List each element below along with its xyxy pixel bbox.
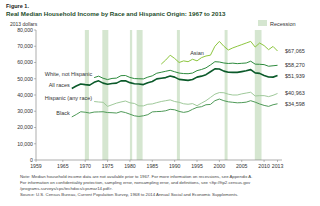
series-label: Asian: [190, 50, 204, 56]
series-label: All races: [49, 82, 70, 88]
recession-band: [130, 30, 132, 160]
x-tick-label: 1975: [102, 163, 114, 169]
legend-label: Recession: [270, 21, 296, 27]
series-label: Hispanic (any race): [45, 95, 93, 101]
y-tick-label: 60,000: [17, 59, 33, 65]
note: For information on confidentiality prote…: [20, 180, 251, 185]
recession-band: [177, 30, 180, 160]
y-tick-label: 10,000: [17, 141, 33, 147]
y-tick: [34, 127, 36, 128]
value-label: $51,939: [285, 73, 305, 79]
series-line: [72, 69, 278, 89]
y-tick-label: 70,000: [17, 43, 33, 49]
series-label: White, not Hispanic: [45, 71, 93, 77]
y-tick-label: 40,000: [17, 92, 33, 98]
y-tick: [34, 46, 36, 47]
x-tick-label: 1990: [169, 163, 181, 169]
recession-band: [137, 30, 143, 160]
chart: Figure 1.Real Median Household Income by…: [0, 0, 320, 206]
y-tick: [34, 30, 36, 31]
note: Source: U.S. Census Bureau, Current Popu…: [20, 192, 238, 197]
value-label: $40,963: [285, 90, 305, 96]
value-label: $58,270: [285, 62, 305, 68]
y-tick: [34, 111, 36, 112]
y-tick: [34, 62, 36, 63]
y-tick-label: 30,000: [17, 108, 33, 114]
legend-swatch: [258, 20, 267, 26]
value-label: $67,065: [285, 48, 305, 54]
x-tick-label: 2000: [214, 163, 226, 169]
y-tick-label: 80,000: [17, 27, 33, 33]
x-tick-label: 1959: [30, 163, 42, 169]
y-tick-label: 20,000: [17, 124, 33, 130]
series-label: Black: [56, 110, 70, 116]
x-tick-label: 2010: [258, 163, 270, 169]
title: Real Median Household Income by Race and…: [6, 10, 226, 17]
x-tick-label: 1965: [57, 163, 69, 169]
y-tick: [34, 78, 36, 79]
y-tick: [34, 160, 36, 161]
series-line: [72, 99, 278, 117]
x-tick-label: 2005: [236, 163, 248, 169]
note: Note: Median household income data are n…: [20, 174, 252, 179]
x-axis: [36, 160, 282, 161]
y-tick: [34, 95, 36, 96]
y-tick: [34, 143, 36, 144]
series-line: [94, 92, 277, 106]
x-tick-label: 1995: [191, 163, 203, 169]
recession-band: [255, 30, 262, 160]
value-label: $34,598: [285, 101, 305, 107]
figure-label: Figure 1.: [6, 3, 29, 9]
series-line: [161, 41, 277, 64]
y-tick-label: 50,000: [17, 76, 33, 82]
x-tick-label: 1985: [147, 163, 159, 169]
recession-band: [102, 30, 108, 160]
lines: [72, 41, 278, 117]
x-tick-label: 1980: [124, 163, 136, 169]
x-tick-label: 1970: [79, 163, 91, 169]
note: /programs-surveys/cps/techdocs/cpsmar14.…: [20, 186, 113, 191]
x-tick-label: 2013: [272, 163, 284, 169]
